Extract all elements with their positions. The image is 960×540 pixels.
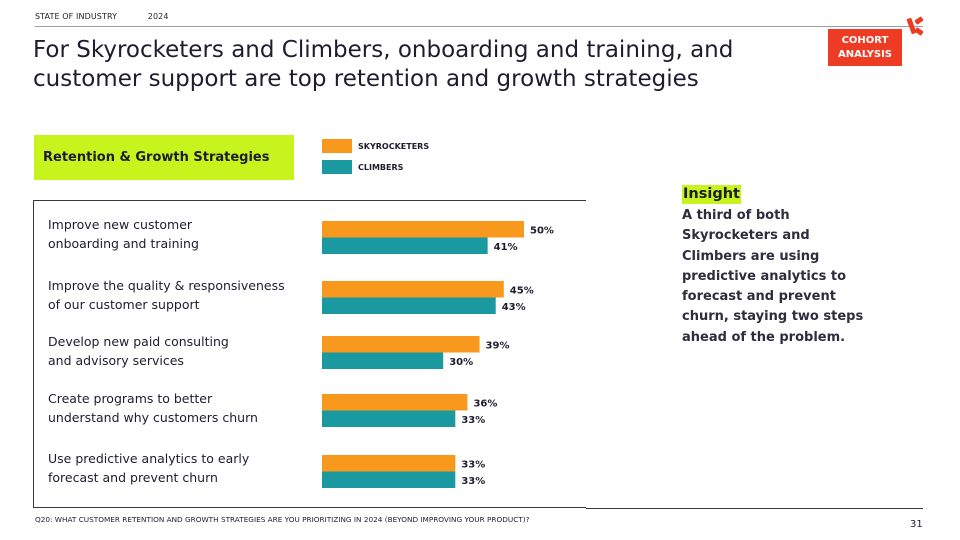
bar-skyrocketers [322, 281, 504, 298]
category-label: Use predictive analytics to early foreca… [48, 451, 250, 485]
header-divider [35, 26, 923, 27]
cohort-analysis-badge: COHORT ANALYSIS [828, 29, 902, 66]
legend-item-climbers: CLIMBERS [322, 160, 403, 174]
bar-climbers [322, 352, 444, 369]
bar-climbers [322, 237, 488, 254]
data-label-climbers: 43% [502, 302, 526, 313]
bar-climbers [322, 297, 496, 314]
legend-item-skyrocketers: SKYROCKETERS [322, 139, 429, 153]
bar-skyrocketers [322, 336, 480, 353]
legend-label-skyrocketers: SKYROCKETERS [358, 141, 430, 151]
category-label: Develop new paid consulting and advisory… [48, 334, 229, 368]
page-number: 31 [910, 519, 923, 530]
data-label-skyrocketers: 36% [473, 398, 497, 409]
legend-swatch-climbers [322, 160, 352, 174]
bar-skyrocketers [322, 455, 456, 472]
insight-text: A third of both Skyrocketers and Climber… [682, 208, 864, 345]
chart-frame [33, 200, 586, 508]
survey-question-footnote: Q20: WHAT CUSTOMER RETENTION AND GROWTH … [35, 515, 530, 524]
brand-logo-icon [906, 16, 924, 36]
bar-skyrocketers [322, 394, 468, 411]
data-label-climbers: 30% [449, 357, 473, 368]
legend-label-climbers: CLIMBERS [358, 162, 404, 172]
data-label-skyrocketers: 39% [486, 340, 510, 351]
data-label-skyrocketers: 50% [530, 225, 554, 236]
data-label-skyrocketers: 33% [461, 459, 485, 470]
bar-skyrocketers [322, 221, 524, 238]
header-meta: STATE OF INDUSTRY 2024 [35, 12, 197, 21]
category-label: Improve new customer onboarding and trai… [48, 217, 199, 251]
bar-climbers [322, 410, 456, 427]
page-title: For Skyrocketers and Climbers, onboardin… [33, 37, 734, 92]
chart-heading: Retention & Growth Strategies [34, 135, 294, 180]
data-label-climbers: 41% [494, 242, 518, 253]
footer-divider [586, 508, 923, 509]
insight-heading: Insight [682, 185, 741, 204]
bar-climbers [322, 471, 456, 488]
data-label-climbers: 33% [461, 415, 485, 426]
data-label-skyrocketers: 45% [510, 285, 534, 296]
year-label: 2024 [147, 12, 169, 21]
category-label: Create programs to better understand why… [48, 391, 258, 425]
data-label-climbers: 33% [461, 476, 485, 487]
section-label: STATE OF INDUSTRY [35, 12, 118, 21]
category-label: Improve the quality & responsiveness of … [48, 278, 285, 312]
legend-swatch-skyrocketers [322, 139, 352, 153]
